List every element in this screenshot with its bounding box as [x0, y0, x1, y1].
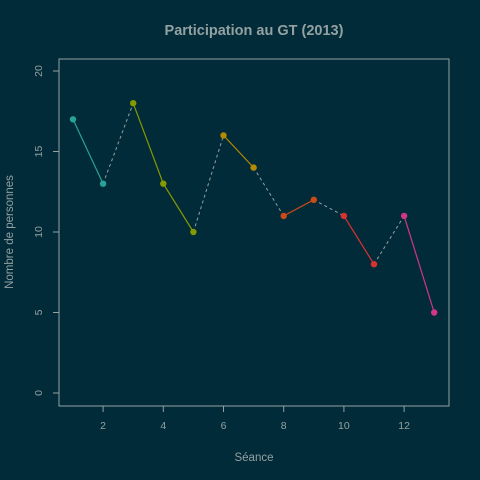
- data-point: [160, 180, 167, 187]
- x-axis-label: Séance: [234, 452, 273, 464]
- series-connector: [313, 199, 345, 217]
- series-line-3: [223, 134, 255, 169]
- y-tick-label: 0: [33, 390, 45, 396]
- x-tick-label: 6: [221, 420, 227, 432]
- x-axis: 2 4 6 8 10 12: [100, 405, 410, 432]
- data-point: [431, 309, 438, 316]
- x-tick-label: 10: [338, 420, 350, 432]
- data-point: [99, 180, 107, 187]
- data-point: [370, 261, 378, 268]
- y-axis-label: Nombre de personnes: [4, 175, 16, 289]
- series-line-2: [132, 102, 194, 233]
- x-tick-label: 12: [398, 420, 410, 432]
- series-connectors: [102, 103, 405, 265]
- series-connector: [373, 215, 405, 265]
- data-point: [340, 212, 348, 220]
- series-connector: [253, 167, 285, 217]
- data-point: [310, 196, 317, 203]
- y-tick-label: 15: [33, 146, 45, 158]
- y-axis: 0 5 10 15 20: [33, 65, 60, 396]
- series-connector: [102, 103, 134, 184]
- data-point: [220, 132, 227, 139]
- series-lines: [72, 102, 435, 313]
- x-tick-label: 8: [281, 420, 287, 432]
- data-point: [400, 212, 408, 220]
- chart-title: Participation au GT (2013): [165, 23, 344, 39]
- series-line-4: [283, 199, 315, 217]
- data-point: [250, 164, 257, 171]
- x-tick-label: 4: [160, 420, 166, 432]
- series-line-6: [403, 215, 435, 313]
- plot-frame: [58, 58, 450, 407]
- data-point: [190, 228, 197, 236]
- series-connector: [192, 135, 224, 233]
- series-line-1: [72, 119, 104, 184]
- data-point: [69, 116, 77, 123]
- x-tick-label: 2: [100, 420, 106, 432]
- data-point: [280, 212, 287, 220]
- data-point: [130, 100, 137, 107]
- y-tick-label: 20: [33, 65, 45, 77]
- y-tick-label: 10: [33, 226, 45, 238]
- data-points: [69, 100, 438, 316]
- y-tick-label: 5: [33, 309, 45, 315]
- series-line-5: [343, 215, 375, 265]
